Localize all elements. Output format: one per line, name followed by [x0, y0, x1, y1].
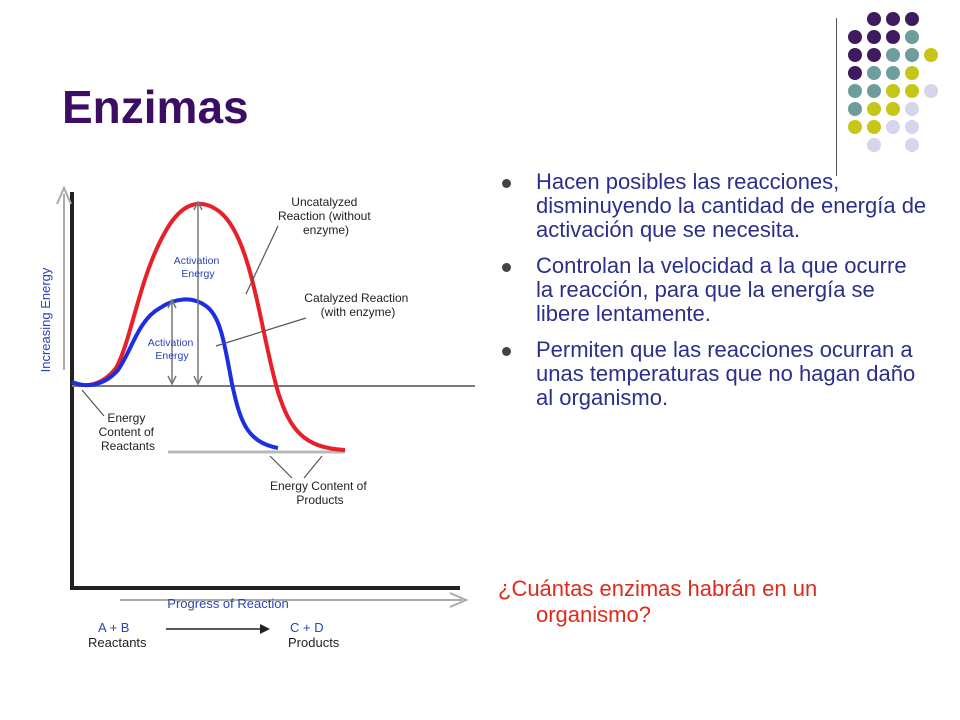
catalyzed-label-line1: Catalyzed Reaction [304, 291, 408, 305]
slide-title: Enzimas [62, 81, 249, 133]
uncatalyzed-label-line2: Reaction (without [278, 209, 371, 223]
uncatalyzed-arrow-bottom [193, 375, 203, 386]
x-axis-arrowhead [449, 592, 469, 608]
uncatalyzed-label: Uncatalyzed Reaction (without enzyme) [278, 195, 374, 237]
decorative-dot [867, 84, 881, 98]
y-axis-label: Increasing Energy [38, 267, 53, 372]
decorative-dot [924, 84, 938, 98]
uncatalyzed-pointer [245, 225, 279, 295]
decorative-dot [886, 48, 900, 62]
decorative-dot [867, 102, 881, 116]
decorative-dot [905, 30, 919, 44]
uncatalyzed-activation-label-line2: Energy [181, 268, 215, 280]
decorative-divider-line [836, 18, 837, 176]
decorative-dot [905, 66, 919, 80]
reactants-energy-label: Energy Content of Reactants [99, 411, 158, 453]
products-pointer-right [303, 455, 323, 479]
products-caption: Products [288, 635, 340, 650]
equation-reactants: A + B [98, 620, 129, 635]
uncatalyzed-label-line3: enzyme) [303, 223, 349, 237]
catalyzed-pointer [215, 317, 307, 347]
decorative-dot [886, 120, 900, 134]
bullet-item: Hacen posibles las reacciones, disminuye… [498, 170, 928, 242]
catalyzed-label-line2: (with enzyme) [321, 305, 396, 319]
bullet-item: Controlan la velocidad a la que ocurre l… [498, 254, 928, 326]
bullet-list: Hacen posibles las reacciones, disminuye… [498, 170, 928, 422]
catalyzed-label: Catalyzed Reaction (with enzyme) [304, 291, 411, 319]
question-text: ¿Cuántas enzimas habrán en un organismo? [498, 576, 938, 628]
catalyzed-arrow-top [167, 298, 177, 309]
y-axis-arrowhead [56, 185, 72, 205]
uncatalyzed-activation-label: Activation Energy [174, 255, 222, 280]
decorative-dot [848, 84, 862, 98]
catalyzed-curve [71, 297, 279, 450]
decorative-dot [886, 84, 900, 98]
decorative-dot [886, 30, 900, 44]
equation-arrowhead [260, 624, 270, 634]
decorative-dot [867, 120, 881, 134]
reactants-energy-label-line3: Reactants [101, 439, 155, 453]
bullet-item: Permiten que las reacciones ocurran a un… [498, 338, 928, 410]
decorative-dot [867, 66, 881, 80]
decorative-dot [848, 30, 862, 44]
catalyzed-activation-label-line2: Energy [155, 350, 189, 362]
catalyzed-arrow-bottom [167, 375, 177, 386]
equation-products: C + D [290, 620, 324, 635]
catalyzed-activation-label: Activation Energy [148, 337, 196, 362]
decorative-dot [905, 138, 919, 152]
decorative-dot-grid [848, 12, 948, 162]
uncatalyzed-curve [71, 202, 346, 452]
x-axis-label: Progress of Reaction [167, 596, 288, 611]
uncatalyzed-label-line1: Uncatalyzed [291, 195, 357, 209]
reactants-energy-label-line1: Energy [107, 411, 145, 425]
decorative-dot [886, 12, 900, 26]
decorative-dot [886, 66, 900, 80]
decorative-dot [867, 12, 881, 26]
decorative-dot [905, 48, 919, 62]
catalyzed-activation-label-line1: Activation [148, 337, 194, 349]
products-energy-label-line2: Products [296, 493, 343, 507]
products-energy-label: Energy Content of Products [270, 479, 370, 507]
uncatalyzed-arrow-top [193, 200, 203, 211]
activation-energy-diagram: Increasing Energy Uncatalyzed Reaction (… [38, 185, 475, 650]
decorative-dot [848, 120, 862, 134]
decorative-dot [867, 138, 881, 152]
decorative-dot [848, 48, 862, 62]
decorative-dot [905, 120, 919, 134]
decorative-dot [886, 102, 900, 116]
question-line-1: ¿Cuántas enzimas habrán en un [498, 576, 818, 601]
question-line-2: organismo? [536, 602, 651, 627]
decorative-dot [867, 48, 881, 62]
products-energy-label-line1: Energy Content of [270, 479, 367, 493]
reactants-pointer [81, 389, 105, 417]
decorative-dot [848, 102, 862, 116]
products-pointer-left [269, 455, 293, 479]
decorative-dot [848, 66, 862, 80]
decorative-dot [924, 48, 938, 62]
decorative-dot [905, 84, 919, 98]
decorative-dot [905, 12, 919, 26]
reactants-caption: Reactants [88, 635, 147, 650]
decorative-dot [867, 30, 881, 44]
decorative-dot [905, 102, 919, 116]
uncatalyzed-activation-label-line1: Activation [174, 255, 220, 267]
reactants-energy-label-line2: Content of [99, 425, 155, 439]
